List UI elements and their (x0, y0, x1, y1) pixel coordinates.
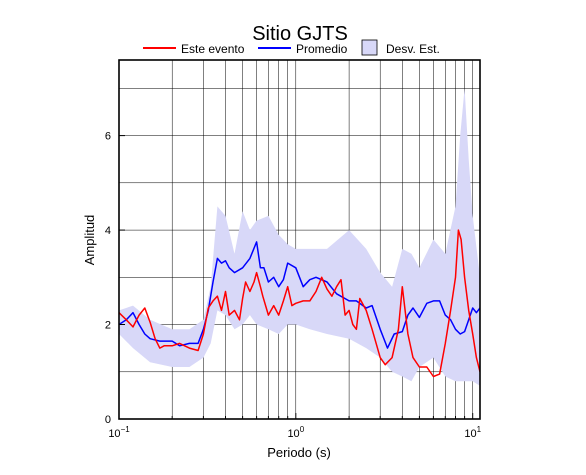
legend-label-promedio: Promedio (296, 42, 348, 56)
y-tick-label: 4 (105, 225, 111, 237)
y-tick-label: 6 (105, 131, 111, 143)
chart-title: Sitio GJTS (252, 23, 348, 45)
x-tick-label: 10−1 (108, 425, 130, 440)
plot-frame (118, 59, 481, 420)
std-band-desv-est (119, 88, 480, 386)
x-tick-label: 100 (287, 425, 304, 440)
series-lines (119, 229, 480, 378)
legend-swatch-desv-est (361, 39, 378, 56)
y-tick-label: 0 (105, 414, 111, 426)
legend-label-desv-est: Desv. Est. (386, 42, 440, 56)
legend-label-este-evento: Este evento (181, 42, 245, 56)
series-line-este-evento (119, 229, 480, 378)
series-line-promedio (119, 241, 480, 349)
y-tick-label: 2 (105, 320, 111, 332)
x-tick-label: 101 (464, 425, 481, 440)
x-axis-label: Periodo (s) (267, 445, 331, 460)
y-axis-label: Amplitud (82, 215, 97, 266)
legend: Este evento Promedio Desv. Est. (143, 39, 440, 56)
axis-ticks: 10−1 100 101 0 2 4 6 (105, 131, 482, 440)
